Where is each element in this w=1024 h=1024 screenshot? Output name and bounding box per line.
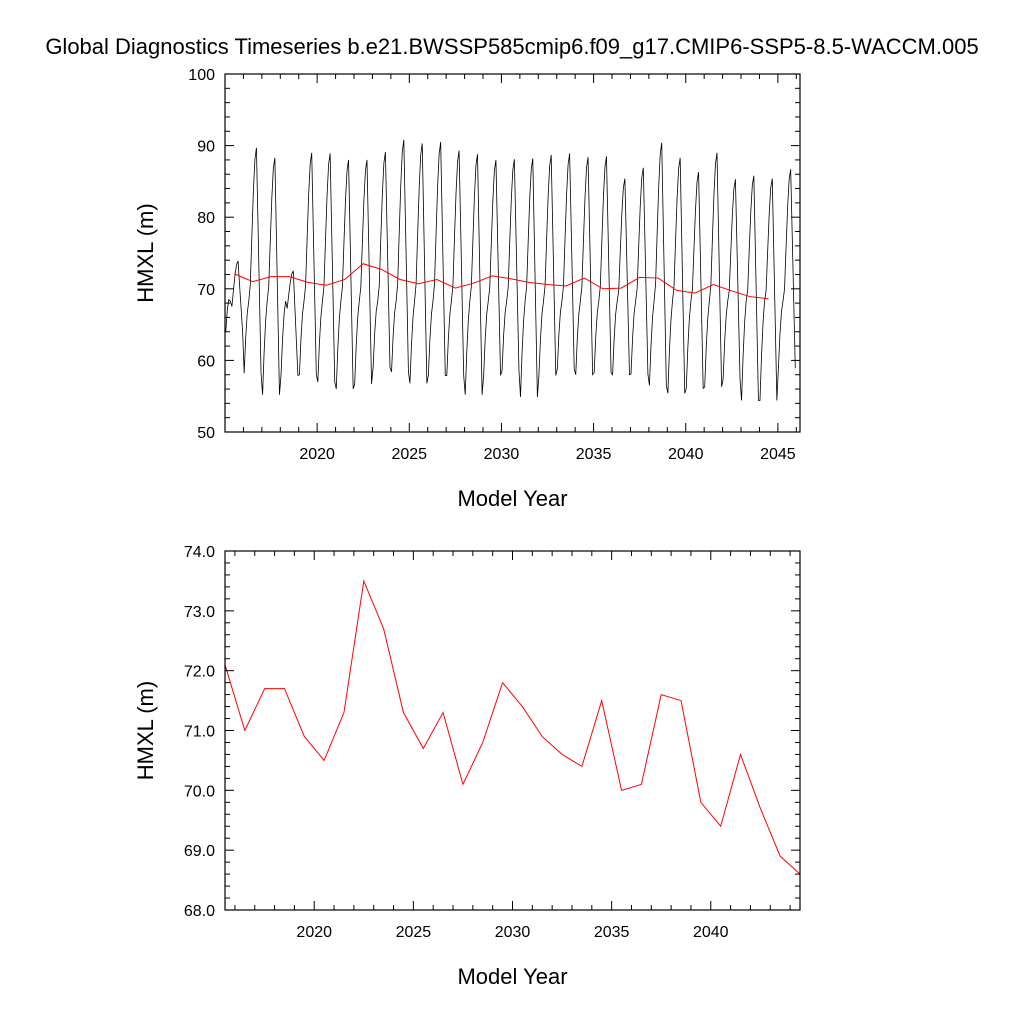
x-tick-label: 2030	[495, 924, 531, 941]
y-tick-label: 69.0	[184, 843, 215, 860]
plot-frame	[224, 73, 801, 433]
y-tick-label: 50	[197, 425, 215, 442]
x-tick-label: 2020	[296, 924, 332, 941]
y-tick-label: 70	[197, 282, 215, 299]
annual-mean-series-line	[234, 263, 769, 300]
y-tick-label: 68.0	[184, 903, 215, 920]
y-tick-label: 90	[197, 139, 215, 156]
y-tick-label: 100	[188, 67, 215, 84]
y-tick-label: 71.0	[184, 724, 215, 741]
x-tick-label: 2025	[396, 924, 432, 941]
y-tick-label: 73.0	[184, 604, 215, 621]
y-tick-label: 74.0	[184, 544, 215, 561]
x-tick-label: 2035	[594, 924, 630, 941]
annual-mean-series-line	[224, 579, 801, 875]
x-tick-label: 2035	[576, 446, 612, 463]
x-tick-label: 2025	[391, 446, 427, 463]
x-tick-label: 2030	[484, 446, 520, 463]
x-axis-title: Model Year	[457, 486, 567, 511]
x-tick-label: 2040	[693, 924, 729, 941]
page-title: Global Diagnostics Timeseries b.e21.BWSS…	[45, 34, 979, 59]
y-tick-label: 60	[197, 353, 215, 370]
y-tick-label: 80	[197, 210, 215, 227]
x-tick-label: 2040	[668, 446, 704, 463]
x-axis-title: Model Year	[457, 964, 567, 989]
monthly-series-line	[225, 139, 796, 401]
top-chart-panel: 2020 2025 2030 2035 2040 2045 50 60 70 80 90 100 Mod…	[133, 67, 801, 511]
y-axis-title: HMXL (m)	[133, 203, 158, 302]
bottom-chart-panel: 2020 2025 2030 2035 2040 68.0 69.0 70.0 71.0 72.0…	[133, 544, 801, 989]
x-tick-label: 2020	[299, 446, 335, 463]
y-tick-label: 72.0	[184, 664, 215, 681]
y-tick-label: 70.0	[184, 783, 215, 800]
plot-frame	[224, 550, 801, 911]
y-axis-title: HMXL (m)	[133, 681, 158, 780]
x-tick-label: 2045	[760, 446, 796, 463]
